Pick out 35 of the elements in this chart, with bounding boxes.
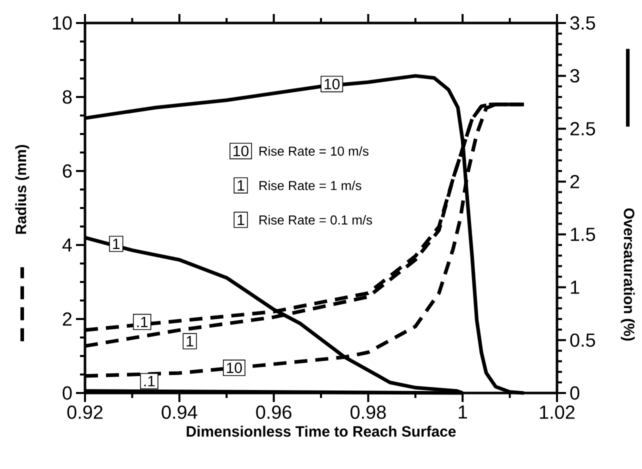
y2-tick-label: 3.5 bbox=[570, 16, 596, 30]
y2-tick-label: 3 bbox=[570, 69, 580, 83]
y-tick-label: 0 bbox=[62, 386, 72, 400]
y2-axis-title: Oversaturation (%) bbox=[620, 208, 635, 341]
annotation: 10 bbox=[226, 362, 242, 374]
y-axis-title: Radius (mm) bbox=[15, 145, 30, 234]
y-tick-label: 10 bbox=[52, 16, 72, 30]
y2-tick-label: 2.5 bbox=[570, 122, 596, 136]
x-axis-title: Dimensionless Time to Reach Surface bbox=[186, 426, 456, 437]
y2-tick-label: 1 bbox=[570, 280, 580, 294]
annotation: .1 bbox=[144, 376, 155, 386]
y-tick-label: 4 bbox=[62, 238, 72, 252]
x-tick-label: 0.98 bbox=[350, 406, 386, 419]
y2-tick-label: 1.5 bbox=[570, 228, 596, 242]
annotation: Rise Rate = 0.1 m/s bbox=[260, 215, 372, 225]
x-tick-label: 0.96 bbox=[256, 406, 292, 419]
annotation: 10 bbox=[234, 146, 248, 156]
y-tick-label: 8 bbox=[62, 90, 72, 104]
y-tick-label: 6 bbox=[62, 164, 72, 178]
x-tick-label: 0.92 bbox=[67, 406, 102, 419]
annotation: 10 bbox=[324, 78, 340, 90]
annotation: Rise Rate = 10 m/s bbox=[260, 146, 368, 156]
annotation: .1 bbox=[137, 316, 148, 328]
x-tick-label: 1 bbox=[458, 406, 467, 419]
x-tick-label: 0.94 bbox=[162, 406, 198, 419]
y2-tick-label: 0.5 bbox=[570, 333, 596, 347]
x-tick-label: 1.02 bbox=[540, 406, 574, 419]
annotation: 1 bbox=[113, 238, 120, 250]
y2-tick-label: 2 bbox=[570, 174, 580, 188]
annotation: 1 bbox=[238, 214, 244, 225]
annotation: Rise Rate = 1 m/s bbox=[260, 180, 362, 190]
annotation: 1 bbox=[238, 180, 244, 191]
y2-tick-label: 0 bbox=[570, 386, 580, 400]
y-tick-label: 2 bbox=[62, 312, 72, 326]
annotation: 1 bbox=[186, 336, 194, 346]
